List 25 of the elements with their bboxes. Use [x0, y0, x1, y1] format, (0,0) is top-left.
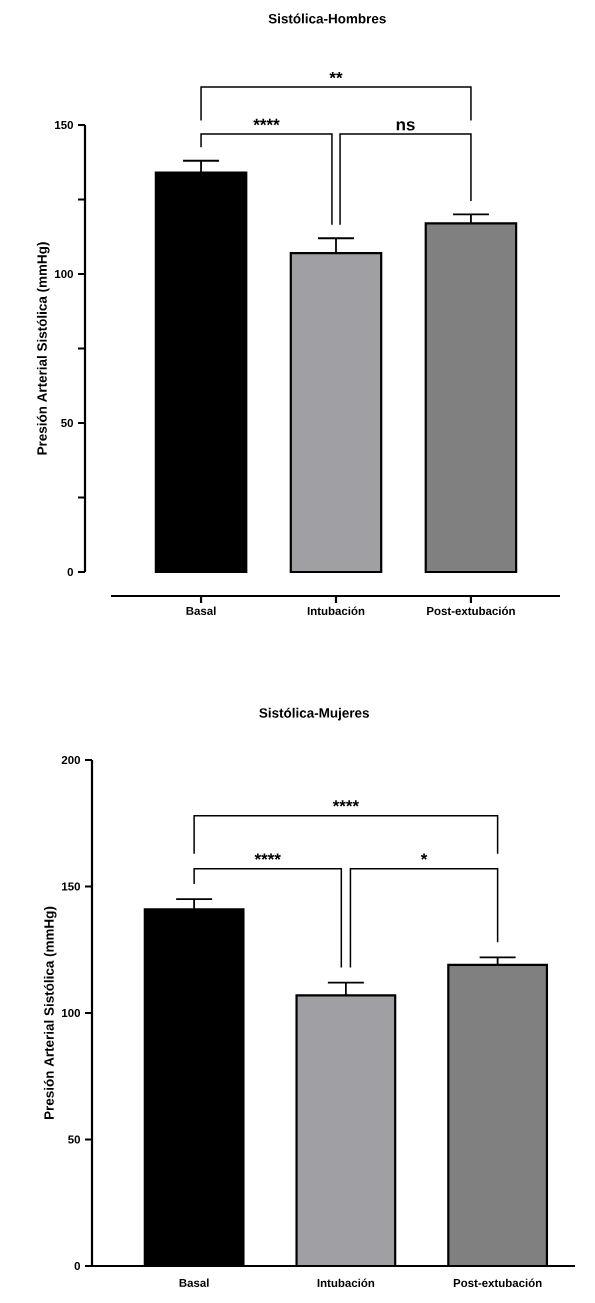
y-axis-title: Presión Arterial Sistólica (mmHg): [43, 906, 57, 1119]
y-tick-label: 50: [68, 1135, 81, 1144]
y-tick-label: 0: [67, 567, 74, 577]
chart-title: Sistólica-Hombres: [268, 13, 386, 24]
x-tick-label: Intubación: [307, 606, 365, 616]
y-tick-label: 100: [62, 1008, 81, 1018]
y-tick-label: 50: [61, 418, 74, 428]
x-tick-label: Basal: [186, 606, 216, 615]
annotation: ****: [253, 118, 280, 126]
y-tick-label: 100: [55, 269, 74, 279]
annotation: ****: [254, 853, 281, 860]
text: **: [329, 71, 343, 79]
annotation: ****: [332, 800, 360, 807]
x-tick-label: Intubación: [317, 1278, 375, 1288]
y-tick-label: 200: [61, 755, 81, 765]
annotation: ns: [396, 121, 415, 131]
chart-title: Sistólica-Mujeres: [259, 707, 369, 721]
y-axis-title: Presión Arterial Sistólica (mmHg): [36, 242, 50, 455]
y-tick-label: 150: [62, 882, 81, 891]
annotation: *: [420, 853, 428, 860]
x-tick-label: Post-extubación: [427, 606, 515, 616]
x-tick-label: Basal: [179, 1278, 209, 1287]
y-tick-label: 0: [74, 1261, 81, 1271]
x-tick-label: Post-extubación: [453, 1278, 542, 1288]
y-tick-label: 150: [55, 120, 74, 130]
